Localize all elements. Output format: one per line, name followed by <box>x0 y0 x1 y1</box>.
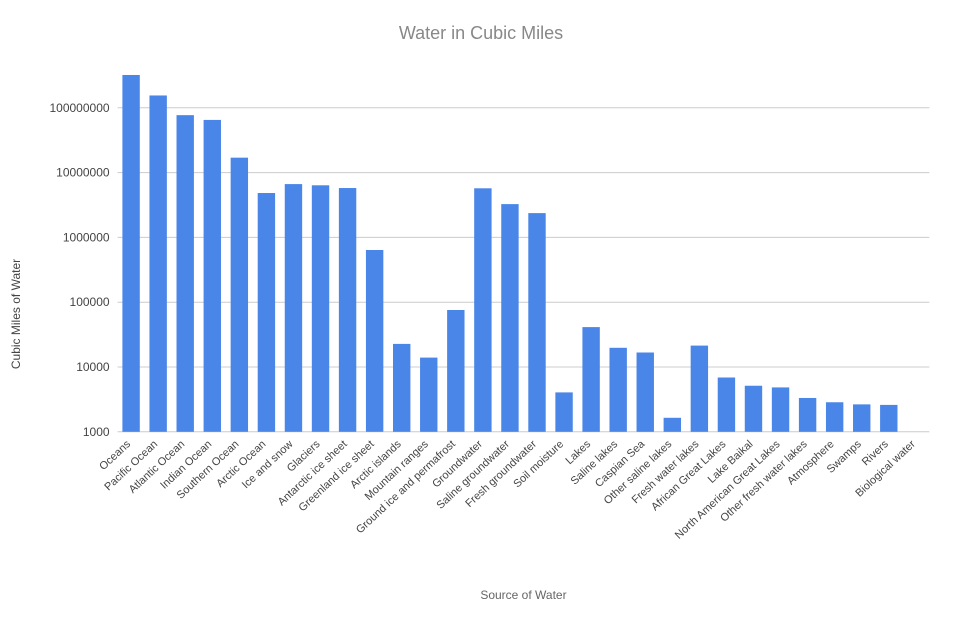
svg-text:Water in Cubic Miles: Water in Cubic Miles <box>399 23 563 43</box>
svg-text:10000: 10000 <box>76 360 110 374</box>
svg-text:100000: 100000 <box>70 295 110 309</box>
svg-text:10000000: 10000000 <box>56 166 110 180</box>
svg-text:Cubic Miles of Water: Cubic Miles of Water <box>9 259 23 369</box>
svg-text:1000000: 1000000 <box>63 230 110 244</box>
svg-text:1000: 1000 <box>83 425 110 439</box>
svg-text:100000000: 100000000 <box>49 101 109 115</box>
svg-text:Source of Water: Source of Water <box>480 588 566 602</box>
